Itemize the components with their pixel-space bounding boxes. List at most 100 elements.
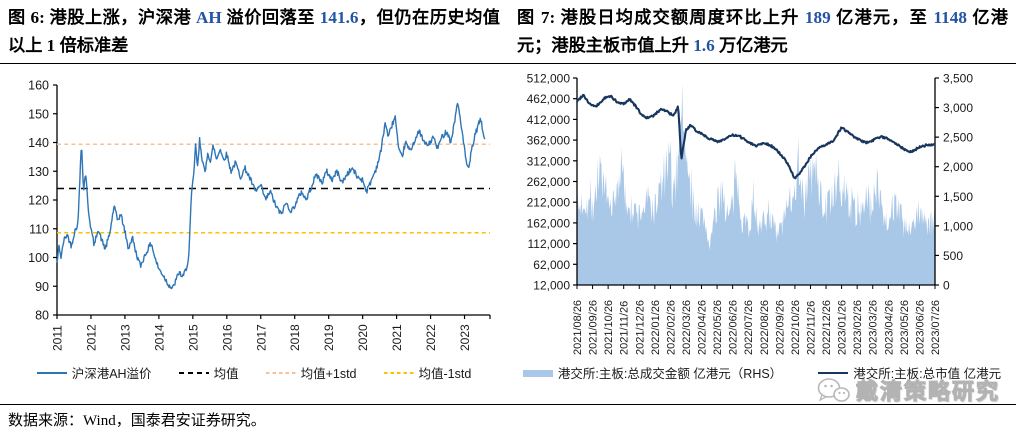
title-segment: 189 [804,8,831,27]
ah-premium-series-line [56,102,486,290]
title-segment: 1.6 [693,35,715,55]
figure-6-title: 图 6: 港股上涨，沪深港 AH 溢价回落至 141.6，但仍在历史均值以上 1… [8,4,500,60]
legend-label: 沪深港AH溢价 [71,367,152,381]
x-axis-tick-label: 2022/01/26 [650,300,662,355]
x-axis-tick-label: 2022/08/26 [759,300,771,355]
y-axis-tick-label: 90 [35,280,49,294]
y-axis-tick-label: 100 [28,251,49,265]
figure-7-legend: 港交所:主板:总成交金额 亿港元（RHS） 港交所:主板:总市值 亿港元 [508,363,1016,382]
rhs-axis-tick-label: 500 [943,249,963,263]
x-axis-tick-label: 2016 [220,324,234,351]
legend-label: 均值-1std [418,367,472,381]
lhs-axis-tick-label: 462,000 [527,92,571,106]
figure-6-legend: 沪深港AH溢价 均值 均值+1std 均值-1std [0,363,508,382]
legend-item: 均值 [178,363,239,382]
legend-line-swatch-icon [36,371,67,374]
x-axis-tick-label: 2021/12/26 [634,300,646,355]
x-axis-tick-label: 2022/06/26 [728,300,740,355]
source-note: 数据来源：Wind，国泰君安证券研究。 [8,413,266,429]
watermark: 戴清策略研究 [816,374,1000,406]
x-axis-tick-label: 2023/01/26 [837,300,849,355]
title-segment: 万亿港元 [714,35,788,55]
figure-7-title: 图 7: 港股日均成交额周度环比上升 189 亿港元，至 1148 亿港元；港股… [517,4,1008,60]
title-segment: AH [195,8,222,27]
footer-divider-line [0,404,1016,405]
rhs-axis-tick-label: 0 [943,279,950,293]
legend-item: 港交所:主板:总成交金额 亿港元（RHS） [522,363,783,382]
x-axis-tick-label: 2022/03/26 [681,300,693,355]
lhs-axis-tick-label: 412,000 [527,113,571,127]
legend-item: 均值-1std [383,363,472,382]
lhs-axis-tick-label: 112,000 [528,237,571,251]
y-axis-tick-label: 110 [29,222,49,236]
x-axis-tick-label: 2022/11/26 [805,301,817,355]
x-axis-tick-label: 2021 [390,324,404,351]
legend-label: 均值+1std [300,367,357,381]
y-axis-tick-label: 80 [35,309,49,323]
x-axis-tick-label: 2021/09/26 [588,300,600,355]
rhs-axis-tick-label: 1,000 [943,219,973,233]
x-axis-tick-label: 2022/04/26 [697,300,709,355]
lhs-axis-tick-label: 362,000 [527,134,571,148]
x-axis-tick-label: 2022/05/26 [712,300,724,355]
title-segment: 亿港元，至 [830,8,934,27]
rhs-axis-tick-label: 3,000 [943,101,973,115]
legend-line-swatch-icon [178,371,209,374]
lhs-axis-tick-label: 512,000 [527,72,571,86]
x-axis-tick-label: 2023/03/26 [868,300,880,355]
x-axis-tick-label: 2022/07/26 [743,300,755,355]
y-axis-tick-label: 120 [28,194,49,208]
lhs-axis-tick-label: 312,000 [527,154,571,168]
title-segment: 图 7: 港股日均成交额周度环比上升 [517,8,805,27]
y-axis-tick-label: 160 [28,79,49,93]
y-axis-tick-label: 130 [28,165,49,179]
turnover-marketcap-chart: 12,000 62,000 112,000 162,000 212,000 262,000… [527,72,974,356]
x-axis-tick-label: 2022/02/26 [665,300,677,355]
x-axis-tick-label: 2023/05/26 [899,300,911,355]
y-axis-tick-label: 140 [28,136,49,150]
turnover-area-series [577,83,935,285]
x-axis-tick-label: 2017 [254,324,268,351]
lhs-axis-tick-label: 162,000 [527,216,571,230]
x-axis-tick-label: 2013 [118,324,132,351]
lhs-axis-tick-label: 212,000 [527,196,571,210]
legend-item: 港交所:主板:总市值 亿港元 [818,363,1001,382]
lhs-axis-tick-label: 262,000 [527,175,571,189]
x-axis-tick-label: 2015 [186,324,200,351]
x-axis-tick-label: 2023/06/26 [914,300,926,355]
x-axis-tick-label: 2012 [84,324,98,351]
x-axis-tick-label: 2022/12/26 [821,300,833,355]
legend-label: 港交所:主板:总市值 亿港元 [853,367,1002,381]
rhs-axis-tick-label: 3,500 [943,72,973,86]
rhs-axis-tick-label: 2,500 [943,131,973,145]
rhs-axis-tick-label: 1,500 [943,190,973,204]
x-axis-tick-label: 2021/11/26 [619,301,631,355]
x-axis-tick-label: 2022 [424,324,438,351]
title-segment: ，但仍在历史均值以上 1 倍标准差 [8,8,500,55]
rhs-axis-tick-label: 2,000 [943,160,973,174]
legend-label: 港交所:主板:总成交金额 亿港元（RHS） [557,367,783,381]
legend-line-swatch-icon [265,371,296,374]
wechat-icon [817,377,850,402]
title-segment: 溢价回落至 [221,8,320,27]
x-axis-tick-label: 2021/08/26 [572,300,584,355]
x-axis-tick-label: 2021/10/26 [603,300,615,355]
y-axis-tick-label: 150 [28,107,49,121]
legend-line-swatch-icon [818,371,849,374]
x-axis-tick-label: 2022/09/26 [774,300,786,355]
title-segment: 图 6: 港股上涨，沪深港 [8,8,196,27]
legend-item: 均值+1std [265,363,357,382]
x-axis-tick-label: 2020 [356,324,370,351]
x-axis-tick-label: 2023/07/26 [930,300,942,355]
legend-line-swatch-icon [383,371,414,374]
title-divider-line [0,63,1016,64]
x-axis-tick-label: 2023/02/26 [852,300,864,355]
title-segment: 1148 [933,8,967,27]
x-axis-tick-label: 2014 [152,324,166,351]
market-cap-series-line [576,93,936,180]
legend-label: 均值 [213,367,239,381]
x-axis-tick-label: 2019 [322,324,336,351]
x-axis-tick-label: 2022/10/26 [790,300,802,355]
x-axis-tick-label: 2023 [458,324,472,351]
